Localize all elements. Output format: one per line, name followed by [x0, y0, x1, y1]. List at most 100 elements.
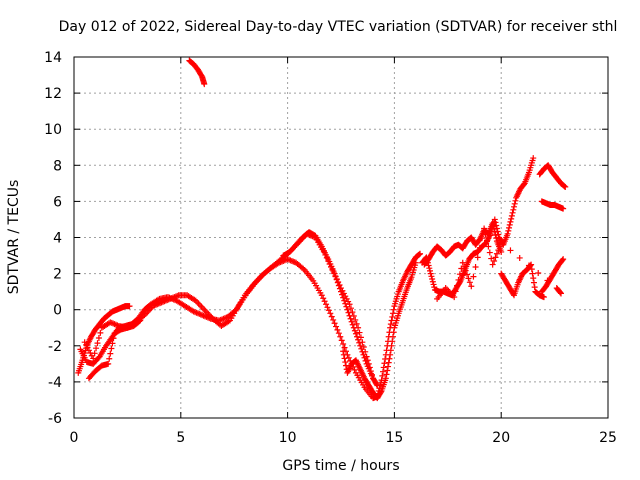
data-point	[379, 372, 386, 379]
y-tick-label: 10	[44, 122, 62, 138]
data-point	[341, 297, 348, 304]
data-point	[333, 276, 340, 283]
series-track-e	[186, 57, 208, 88]
data-point	[374, 382, 381, 389]
tick-labels: 0 5 10 15 20 25 -6 -4 -2 0 2 4 6 8 10 12 14	[44, 50, 617, 446]
data-point	[492, 232, 499, 239]
data-point	[530, 275, 537, 282]
data-point	[343, 303, 350, 310]
data-point	[529, 270, 536, 277]
data-point	[495, 231, 502, 238]
data-point	[349, 321, 356, 328]
data-point	[384, 363, 391, 370]
data-point	[507, 218, 514, 225]
data-point	[493, 222, 500, 229]
data-point	[528, 266, 535, 273]
data-point	[94, 340, 101, 347]
data-point	[494, 228, 501, 235]
data-point	[347, 315, 354, 322]
data-point	[388, 342, 395, 349]
data-point	[495, 247, 502, 254]
series-track-k	[536, 162, 569, 190]
y-tick-label: -6	[48, 411, 62, 427]
series-track-a	[75, 303, 133, 376]
data-point	[324, 304, 331, 311]
x-tick-label: 10	[279, 430, 297, 446]
data-point	[455, 276, 462, 283]
data-point	[476, 244, 483, 251]
data-point	[481, 225, 488, 232]
data-point	[493, 235, 500, 242]
series-track-d	[85, 317, 144, 382]
plot-frame	[73, 56, 609, 419]
data-point	[498, 239, 505, 246]
data-point	[345, 309, 352, 316]
data-point	[466, 279, 473, 286]
data-point	[201, 81, 208, 88]
data-point	[428, 273, 435, 280]
data-point	[373, 381, 380, 388]
data-point	[506, 221, 513, 228]
data-point	[559, 257, 566, 264]
data-point	[461, 263, 468, 270]
data-point	[91, 350, 98, 357]
data-point	[380, 364, 387, 371]
data-point	[505, 227, 512, 234]
data-point	[426, 265, 433, 272]
data-point	[468, 283, 475, 290]
data-point	[341, 344, 348, 351]
data-point	[361, 354, 368, 361]
y-tick-label: 4	[53, 231, 62, 247]
data-point	[504, 230, 511, 237]
data-point	[451, 294, 458, 301]
data-point	[474, 254, 481, 261]
data-point	[508, 212, 515, 219]
data-point	[335, 282, 342, 289]
data-point	[423, 254, 430, 261]
data-point	[562, 183, 569, 190]
data-point	[385, 359, 392, 366]
data-point	[389, 338, 396, 345]
data-point	[459, 259, 466, 266]
data-point	[544, 277, 551, 284]
data-point	[380, 368, 387, 375]
data-point	[355, 336, 362, 343]
data-point	[389, 310, 396, 317]
data-point	[472, 263, 479, 270]
data-point	[425, 262, 432, 269]
data-point	[349, 309, 356, 316]
data-point	[491, 216, 498, 223]
data-point	[485, 243, 492, 250]
x-tick-label: 20	[492, 430, 510, 446]
data-point	[348, 318, 355, 325]
data-point	[387, 347, 394, 354]
data-point	[387, 351, 394, 358]
data-point	[383, 371, 390, 378]
data-point	[470, 273, 477, 280]
data-point	[346, 312, 353, 319]
data-point	[454, 282, 461, 289]
data-point	[506, 224, 513, 231]
data-point	[336, 285, 343, 292]
data-point	[328, 313, 335, 320]
y-tick-label: 6	[53, 194, 62, 210]
data-point	[137, 317, 144, 324]
data-point	[95, 334, 102, 341]
series-track-f	[280, 229, 381, 389]
y-tick-label: 0	[53, 303, 62, 319]
data-point	[334, 279, 341, 286]
data-point	[427, 267, 433, 274]
data-point	[492, 254, 499, 261]
data-point	[424, 257, 431, 264]
data-point	[360, 351, 367, 358]
data-point	[478, 235, 485, 242]
data-point	[106, 355, 113, 362]
data-point	[496, 243, 503, 250]
x-tick-label: 15	[385, 430, 403, 446]
series-track-m	[538, 256, 567, 295]
data-point	[560, 205, 567, 212]
data-points	[75, 57, 569, 402]
data-point	[358, 345, 365, 352]
data-point	[338, 337, 345, 344]
data-point	[334, 326, 341, 333]
